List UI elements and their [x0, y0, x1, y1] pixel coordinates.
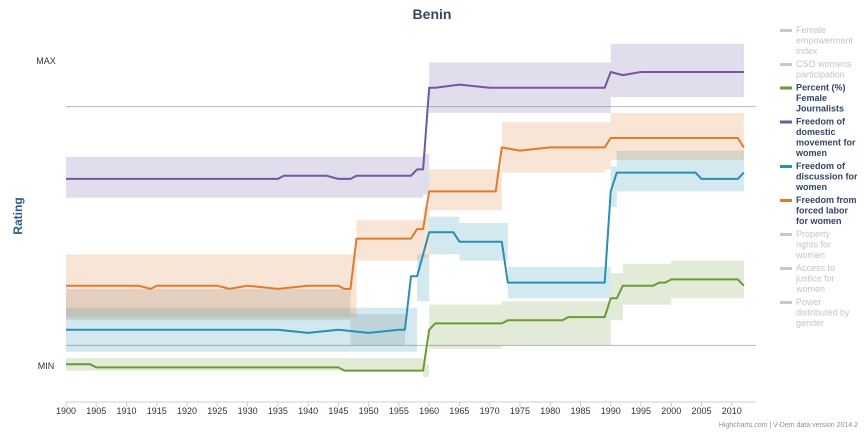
legend-label: Property rights for women — [795, 229, 831, 260]
x-tick-label: 1935 — [268, 406, 288, 416]
legend-swatch — [780, 267, 792, 270]
legend-swatch — [780, 86, 792, 90]
legend-swatch — [780, 199, 792, 202]
freedom-from-forced-labor-for-women-band — [66, 112, 744, 318]
x-tick-label: 1945 — [328, 406, 348, 416]
freedom-of-discussion-for-women-line[interactable] — [66, 171, 745, 334]
x-tick-label: 1970 — [480, 406, 500, 416]
x-tick-label: 1940 — [298, 406, 318, 416]
y-axis-label: Rating — [11, 197, 25, 234]
legend-swatch — [780, 233, 792, 236]
legend-label: Freedom from forced labor for women — [796, 195, 857, 226]
freedom-of-domestic-movement-for-women-band — [66, 43, 744, 198]
legend-item-female-empowerment-index[interactable]: Female empowerment index — [780, 25, 854, 56]
x-tick-label: 2005 — [692, 406, 712, 416]
legend-label: Freedom of discussion for women — [795, 161, 858, 192]
freedom-of-discussion-for-women-band — [66, 150, 744, 352]
x-tick-label: 1930 — [238, 406, 258, 416]
legend-swatch — [780, 120, 792, 124]
legend-swatch — [780, 301, 792, 304]
legend-swatch — [780, 29, 792, 32]
x-tick-label: 1990 — [601, 406, 621, 416]
legend-item-cso-womens-participation[interactable]: CSO womens participation — [780, 59, 852, 80]
x-tick-label: 1995 — [631, 406, 651, 416]
freedom-from-forced-labor-for-women-line[interactable] — [66, 137, 745, 290]
y-tick-min: MIN — [38, 361, 55, 371]
x-tick-label: 1975 — [510, 406, 530, 416]
chart-title: Benin — [413, 6, 452, 22]
legend-item-percent-female-journalists[interactable]: Percent (%) Female Journalists — [780, 83, 846, 114]
percent-female-journalists-band — [66, 260, 744, 377]
x-tick-label: 1925 — [207, 406, 227, 416]
x-tick-label: 2000 — [661, 406, 681, 416]
legend-item-freedom-from-forced-labor-for-women[interactable]: Freedom from forced labor for women — [780, 195, 857, 226]
percent-female-journalists-line[interactable] — [66, 278, 745, 372]
x-tick-label: 1955 — [389, 406, 409, 416]
x-tick-label: 1980 — [540, 406, 560, 416]
legend-item-freedom-of-domestic-movement-for-women[interactable]: Freedom of domestic movement for women — [780, 117, 856, 159]
legend-item-power-distributed-by-gender[interactable]: Power distributed by gender — [780, 297, 850, 328]
x-tick-label: 1905 — [86, 406, 106, 416]
legend-label: CSO womens participation — [796, 59, 852, 80]
grey-confidence-band — [66, 288, 405, 346]
x-tick-label: 1900 — [56, 406, 76, 416]
x-tick-label: 1965 — [449, 406, 469, 416]
x-tick-label: 1915 — [147, 406, 167, 416]
legend-item-freedom-of-discussion-for-women[interactable]: Freedom of discussion for women — [780, 161, 858, 192]
y-tick-max: MAX — [36, 56, 56, 66]
x-tick-label: 1960 — [419, 406, 439, 416]
legend-label: Freedom of domestic movement for women — [795, 117, 856, 159]
legend-item-access-to-justice-for-women[interactable]: Access to justice for women — [780, 263, 835, 294]
legend-label: Female empowerment index — [796, 25, 854, 56]
freedom-of-domestic-movement-for-women-line[interactable] — [66, 71, 744, 180]
legend-label: Access to justice for women — [795, 263, 835, 294]
x-tick-label: 1910 — [117, 406, 137, 416]
legend-swatch — [780, 165, 792, 168]
legend-label: Percent (%) Female Journalists — [796, 83, 846, 114]
legend-swatch — [780, 63, 792, 66]
legend-label: Power distributed by gender — [796, 297, 850, 328]
x-tick-label: 1920 — [177, 406, 197, 416]
x-tick-label: 1950 — [359, 406, 379, 416]
credit[interactable]: Highcharts.com | V-Dem data version 2014… — [719, 422, 858, 429]
x-tick-label: 1985 — [570, 406, 590, 416]
legend-item-property-rights-for-women[interactable]: Property rights for women — [780, 229, 831, 260]
x-tick-label: 2010 — [722, 406, 742, 416]
